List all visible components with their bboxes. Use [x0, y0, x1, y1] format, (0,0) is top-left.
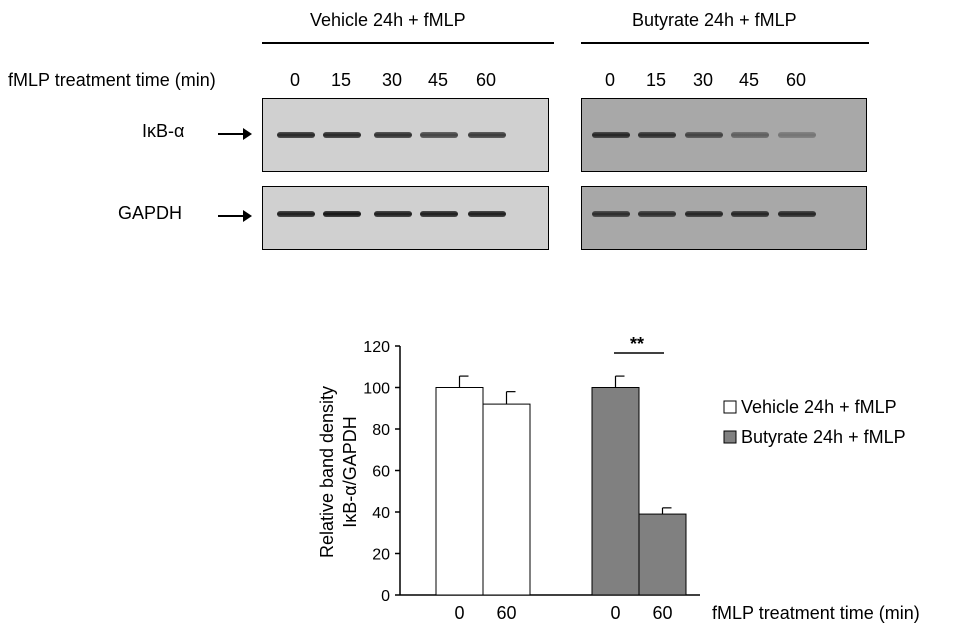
blot-band [731, 211, 769, 217]
butyrate-time-point-label: 0 [604, 70, 615, 90]
gapdh-arrow-icon [218, 210, 252, 222]
butyrate-time-point-label: 60 [785, 70, 807, 90]
ikba-arrow-icon [218, 128, 252, 140]
gapdh-blot-vehicle [262, 186, 549, 250]
blot-band [778, 132, 816, 138]
y-tick-label: 60 [372, 464, 390, 481]
x-tick-label: 0 [610, 603, 620, 623]
blot-band [638, 211, 676, 217]
ikba-blot-vehicle [262, 98, 549, 172]
legend-swatch-butyrate [723, 430, 737, 444]
blot-band [420, 132, 458, 138]
blot-band [374, 211, 412, 217]
blot-band [685, 211, 723, 217]
x-tick-label: 60 [652, 603, 672, 623]
legend-label-butyrate: Butyrate 24h + fMLP [741, 427, 906, 447]
vehicle-time-point-label: 0 [289, 70, 300, 90]
chart-xlabel: fMLP treatment time (min) [712, 603, 920, 623]
blot-band [592, 132, 630, 138]
vehicle-group-title: Vehicle 24h + fMLP [310, 10, 466, 30]
chart-ylabel-line1: Relative band density [317, 386, 337, 558]
vehicle-group-rule [262, 42, 554, 44]
butyrate-group-title: Butyrate 24h + fMLP [632, 10, 797, 30]
y-tick-label: 100 [363, 381, 390, 398]
blot-band [277, 132, 315, 138]
bar [638, 513, 687, 596]
vehicle-time-point-label: 45 [427, 70, 449, 90]
butyrate-time-point-label: 15 [645, 70, 667, 90]
y-tick-label: 80 [372, 422, 390, 439]
blot-band [731, 132, 769, 138]
x-tick-label: 60 [496, 603, 516, 623]
significance-annotation: ** [630, 334, 644, 354]
legend-swatch-vehicle [723, 400, 737, 414]
bar [435, 387, 484, 596]
blot-band [323, 211, 361, 217]
blot-band [778, 211, 816, 217]
butyrate-time-point-label: 45 [738, 70, 760, 90]
gapdh-row-label: GAPDH [118, 203, 183, 223]
gapdh-blot-butyrate [581, 186, 867, 250]
ikba-blot-butyrate [581, 98, 867, 172]
butyrate-group-rule [581, 42, 869, 44]
butyrate-time-point-label: 30 [692, 70, 714, 90]
chart-ylabel-line2: IκB-α/GAPDH [340, 416, 360, 527]
vehicle-time-point-label: 15 [330, 70, 352, 90]
y-tick-label: 20 [372, 547, 390, 564]
vehicle-time-point-label: 60 [475, 70, 497, 90]
blot-band [638, 132, 676, 138]
y-tick-label: 0 [381, 588, 390, 605]
bar [482, 403, 531, 596]
y-tick-label: 120 [363, 339, 390, 356]
blot-band [468, 211, 506, 217]
blot-time-axis-label: fMLP treatment time (min) [8, 70, 216, 90]
blot-band [277, 211, 315, 217]
legend-label-vehicle: Vehicle 24h + fMLP [741, 397, 897, 417]
bar [591, 387, 640, 596]
vehicle-time-point-label: 30 [381, 70, 403, 90]
x-tick-label: 0 [454, 603, 464, 623]
y-tick-label: 40 [372, 505, 390, 522]
blot-band [685, 132, 723, 138]
ikba-row-label: IκB-α [142, 121, 185, 141]
blot-band [323, 132, 361, 138]
blot-band [468, 132, 506, 138]
blot-band [374, 132, 412, 138]
blot-band [592, 211, 630, 217]
blot-band [420, 211, 458, 217]
